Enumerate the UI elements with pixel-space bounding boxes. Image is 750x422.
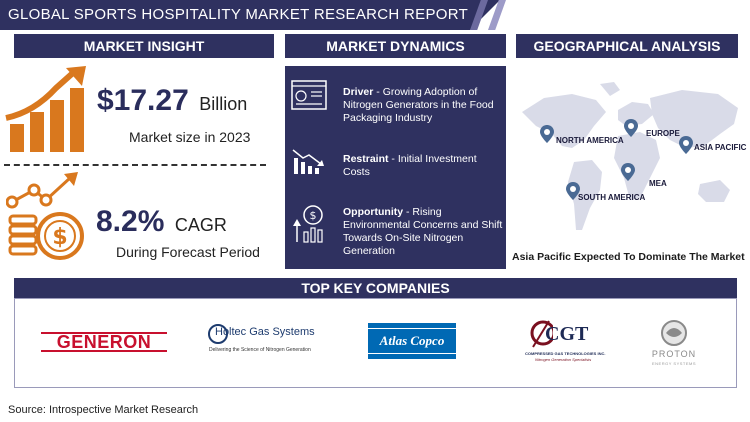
map-pin-icon xyxy=(624,119,638,137)
svg-text:$: $ xyxy=(310,209,317,222)
driver-item: Driver - Growing Adoption of Nitrogen Ge… xyxy=(343,86,503,125)
cagr-unit: CAGR xyxy=(174,215,227,235)
proton-name: PROTON xyxy=(651,349,697,359)
page-title: GLOBAL SPORTS HOSPITALITY MARKET RESEARC… xyxy=(8,6,469,23)
opportunity-text: - Rising Environmental Concerns and Shif… xyxy=(343,206,503,257)
svg-text:$: $ xyxy=(52,225,67,250)
driver-title: Driver xyxy=(343,86,374,98)
geo-caption: Asia Pacific Expected To Dominate The Ma… xyxy=(512,251,745,263)
cgt-name: CGT xyxy=(545,323,589,345)
map-pin-icon xyxy=(566,182,580,200)
region-label-asia-pacific: ASIA PACIFIC xyxy=(694,143,747,152)
market-size-value: $17.27 xyxy=(97,84,189,117)
atlas-copco-name: Atlas Copco xyxy=(379,333,445,348)
market-dynamics-panel: Driver - Growing Adoption of Nitrogen Ge… xyxy=(285,66,506,269)
cgt-logo: CGT COMPRESSED GAS TECHNOLOGIES INC. Nit… xyxy=(521,319,611,367)
generon-logo: GENERON xyxy=(41,332,167,352)
region-label-mea: MEA xyxy=(649,179,667,188)
region-label-europe: EUROPE xyxy=(646,129,680,138)
market-size-unit: Billion xyxy=(199,94,248,114)
holtec-logo: Holtec Gas Systems Delivering the Scienc… xyxy=(207,323,325,363)
holtec-tagline: Delivering the Science of Nitrogen Gener… xyxy=(209,347,311,353)
cgt-mark-icon xyxy=(530,320,553,348)
holtec-circle-icon xyxy=(208,324,228,344)
restraint-item: Restraint - Initial Investment Costs xyxy=(343,153,503,179)
opportunity-icon: $ xyxy=(293,205,323,243)
market-insight-header: MARKET INSIGHT xyxy=(14,34,274,58)
region-label-south-america: SOUTH AMERICA xyxy=(578,193,646,202)
region-label-north-america: NORTH AMERICA xyxy=(556,136,624,145)
driver-text: - Growing Adoption of Nitrogen Generator… xyxy=(343,86,494,124)
title-bar: GLOBAL SPORTS HOSPITALITY MARKET RESEARC… xyxy=(0,0,750,30)
generon-name: GENERON xyxy=(56,332,152,352)
map-pin-icon xyxy=(540,125,554,143)
top-key-companies-header: TOP KEY COMPANIES xyxy=(14,278,737,298)
market-size-label: Market size in 2023 xyxy=(129,129,251,145)
proton-mark-icon xyxy=(661,320,687,346)
cagr-value: 8.2% xyxy=(96,205,165,238)
restraint-title: Restraint xyxy=(343,153,389,165)
restraint-text: - Initial Investment Costs xyxy=(343,153,477,178)
map-pin-icon xyxy=(621,163,635,181)
geographical-analysis-header: GEOGRAPHICAL ANALYSIS xyxy=(516,34,738,58)
proton-tagline: ENERGY SYSTEMS xyxy=(651,361,697,366)
divider xyxy=(4,164,266,166)
opportunity-item: Opportunity - Rising Environmental Conce… xyxy=(343,206,503,258)
holtec-name: Holtec Gas Systems xyxy=(215,326,315,338)
companies-panel: GENERON Holtec Gas Systems Delivering th… xyxy=(14,298,737,388)
atlas-copco-logo: Atlas Copco xyxy=(368,323,456,359)
proton-logo: PROTON ENERGY SYSTEMS xyxy=(641,319,707,369)
market-dynamics-header: MARKET DYNAMICS xyxy=(285,34,506,58)
map-pin-icon xyxy=(679,136,693,154)
growth-chart-icon xyxy=(5,66,86,152)
dashboard-icon xyxy=(291,80,327,110)
opportunity-title: Opportunity xyxy=(343,206,404,218)
cgt-tagline: Nitrogen Generation Specialists xyxy=(535,357,592,362)
source-note: Source: Introspective Market Research xyxy=(8,404,199,416)
cgt-full-name: COMPRESSED GAS TECHNOLOGIES INC. xyxy=(525,351,606,356)
coins-growth-icon: $ xyxy=(6,172,84,260)
cagr-label: During Forecast Period xyxy=(116,244,260,260)
world-map xyxy=(522,82,738,230)
declining-chart-icon xyxy=(292,149,324,174)
